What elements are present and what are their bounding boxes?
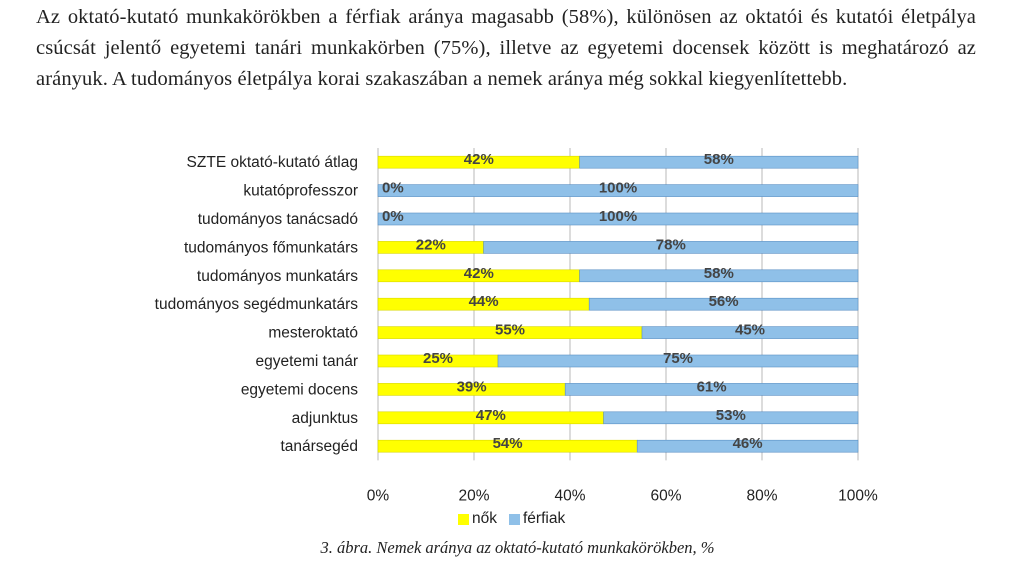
category-label: tudományos segédmunkatárs [155, 296, 359, 313]
data-label-women: 25% [423, 350, 453, 367]
data-label-women: 54% [493, 435, 523, 452]
legend-swatch-men [509, 513, 520, 525]
data-label-men: 75% [663, 350, 693, 367]
chart-bars [377, 155, 859, 453]
data-label-men: 45% [735, 322, 765, 339]
x-tick-label: 100% [838, 487, 878, 504]
body-paragraph: Az oktató-kutató munkakörökben a férfiak… [36, 6, 976, 90]
data-label-women: 39% [457, 378, 487, 395]
stacked-bar-chart: SZTE oktató-kutató átlag kutatóprofesszor… [155, 148, 878, 504]
category-label: tudományos munkatárs [197, 268, 358, 285]
bar-segment-men [603, 411, 859, 425]
data-label-men: 61% [697, 378, 727, 395]
data-label-men: 46% [733, 435, 763, 452]
bar-segment-men [579, 155, 859, 169]
legend-label-women: nők [472, 510, 497, 527]
chart-x-tick-labels: 0% 20% 40% 60% 80% 100% [367, 487, 878, 504]
legend-label-men: férfiak [523, 510, 566, 527]
bar-segment-men [641, 326, 859, 339]
bar-segment-men [564, 383, 859, 396]
chart-category-labels: SZTE oktató-kutató átlag kutatóprofesszor… [155, 154, 359, 455]
data-label-men: 53% [716, 407, 746, 424]
category-label: egyetemi docens [241, 381, 358, 398]
category-label: tudományos tanácsadó [198, 211, 358, 228]
data-label-men: 58% [704, 151, 734, 168]
data-label-men: 100% [599, 180, 637, 197]
category-label: adjunktus [292, 410, 359, 427]
category-label: tanársegéd [280, 438, 358, 455]
bar-segment-men [377, 212, 859, 226]
data-label-men: 78% [656, 236, 686, 253]
legend-swatch-women [458, 513, 469, 525]
category-label: kutatóprofesszor [243, 183, 358, 200]
data-label-men: 58% [704, 265, 734, 282]
data-label-women: 47% [476, 407, 506, 424]
data-label-men: 100% [599, 208, 637, 225]
category-label: tudományos főmunkatárs [184, 239, 358, 256]
data-label-men: 56% [709, 293, 739, 310]
bar-segment-men [636, 439, 859, 453]
x-tick-label: 80% [746, 487, 777, 504]
legend-item-men: férfiak [509, 510, 565, 528]
data-label-women: 22% [416, 236, 446, 253]
data-label-women: 42% [464, 151, 494, 168]
chart-legend: nők férfiak [458, 510, 565, 528]
chart-data-labels: 42% 58% 0% 100% 0% 100% 22% 78% 42% 58% 44% 56% 55% 4… [382, 151, 765, 452]
data-label-women: 55% [495, 322, 525, 339]
bar-segment-men [579, 269, 859, 283]
bar-segment-men [588, 297, 859, 311]
x-tick-label: 20% [458, 487, 489, 504]
data-label-women: 0% [382, 180, 404, 197]
data-label-women: 44% [469, 293, 499, 310]
data-label-women: 42% [464, 265, 494, 282]
category-label: SZTE oktató-kutató átlag [187, 154, 358, 171]
bar-segment-men [377, 184, 859, 197]
bar-segment-men [483, 241, 859, 254]
x-tick-label: 60% [650, 487, 681, 504]
legend-item-women: nők [458, 510, 497, 528]
bar-segment-men [497, 354, 859, 368]
x-tick-label: 40% [554, 487, 585, 504]
category-label: egyetemi tanár [255, 353, 358, 370]
x-tick-label: 0% [367, 487, 390, 504]
data-label-women: 0% [382, 208, 404, 225]
category-label: mesteroktató [268, 325, 358, 342]
figure-caption: 3. ábra. Nemek aránya az oktató-kutató m… [320, 538, 715, 557]
